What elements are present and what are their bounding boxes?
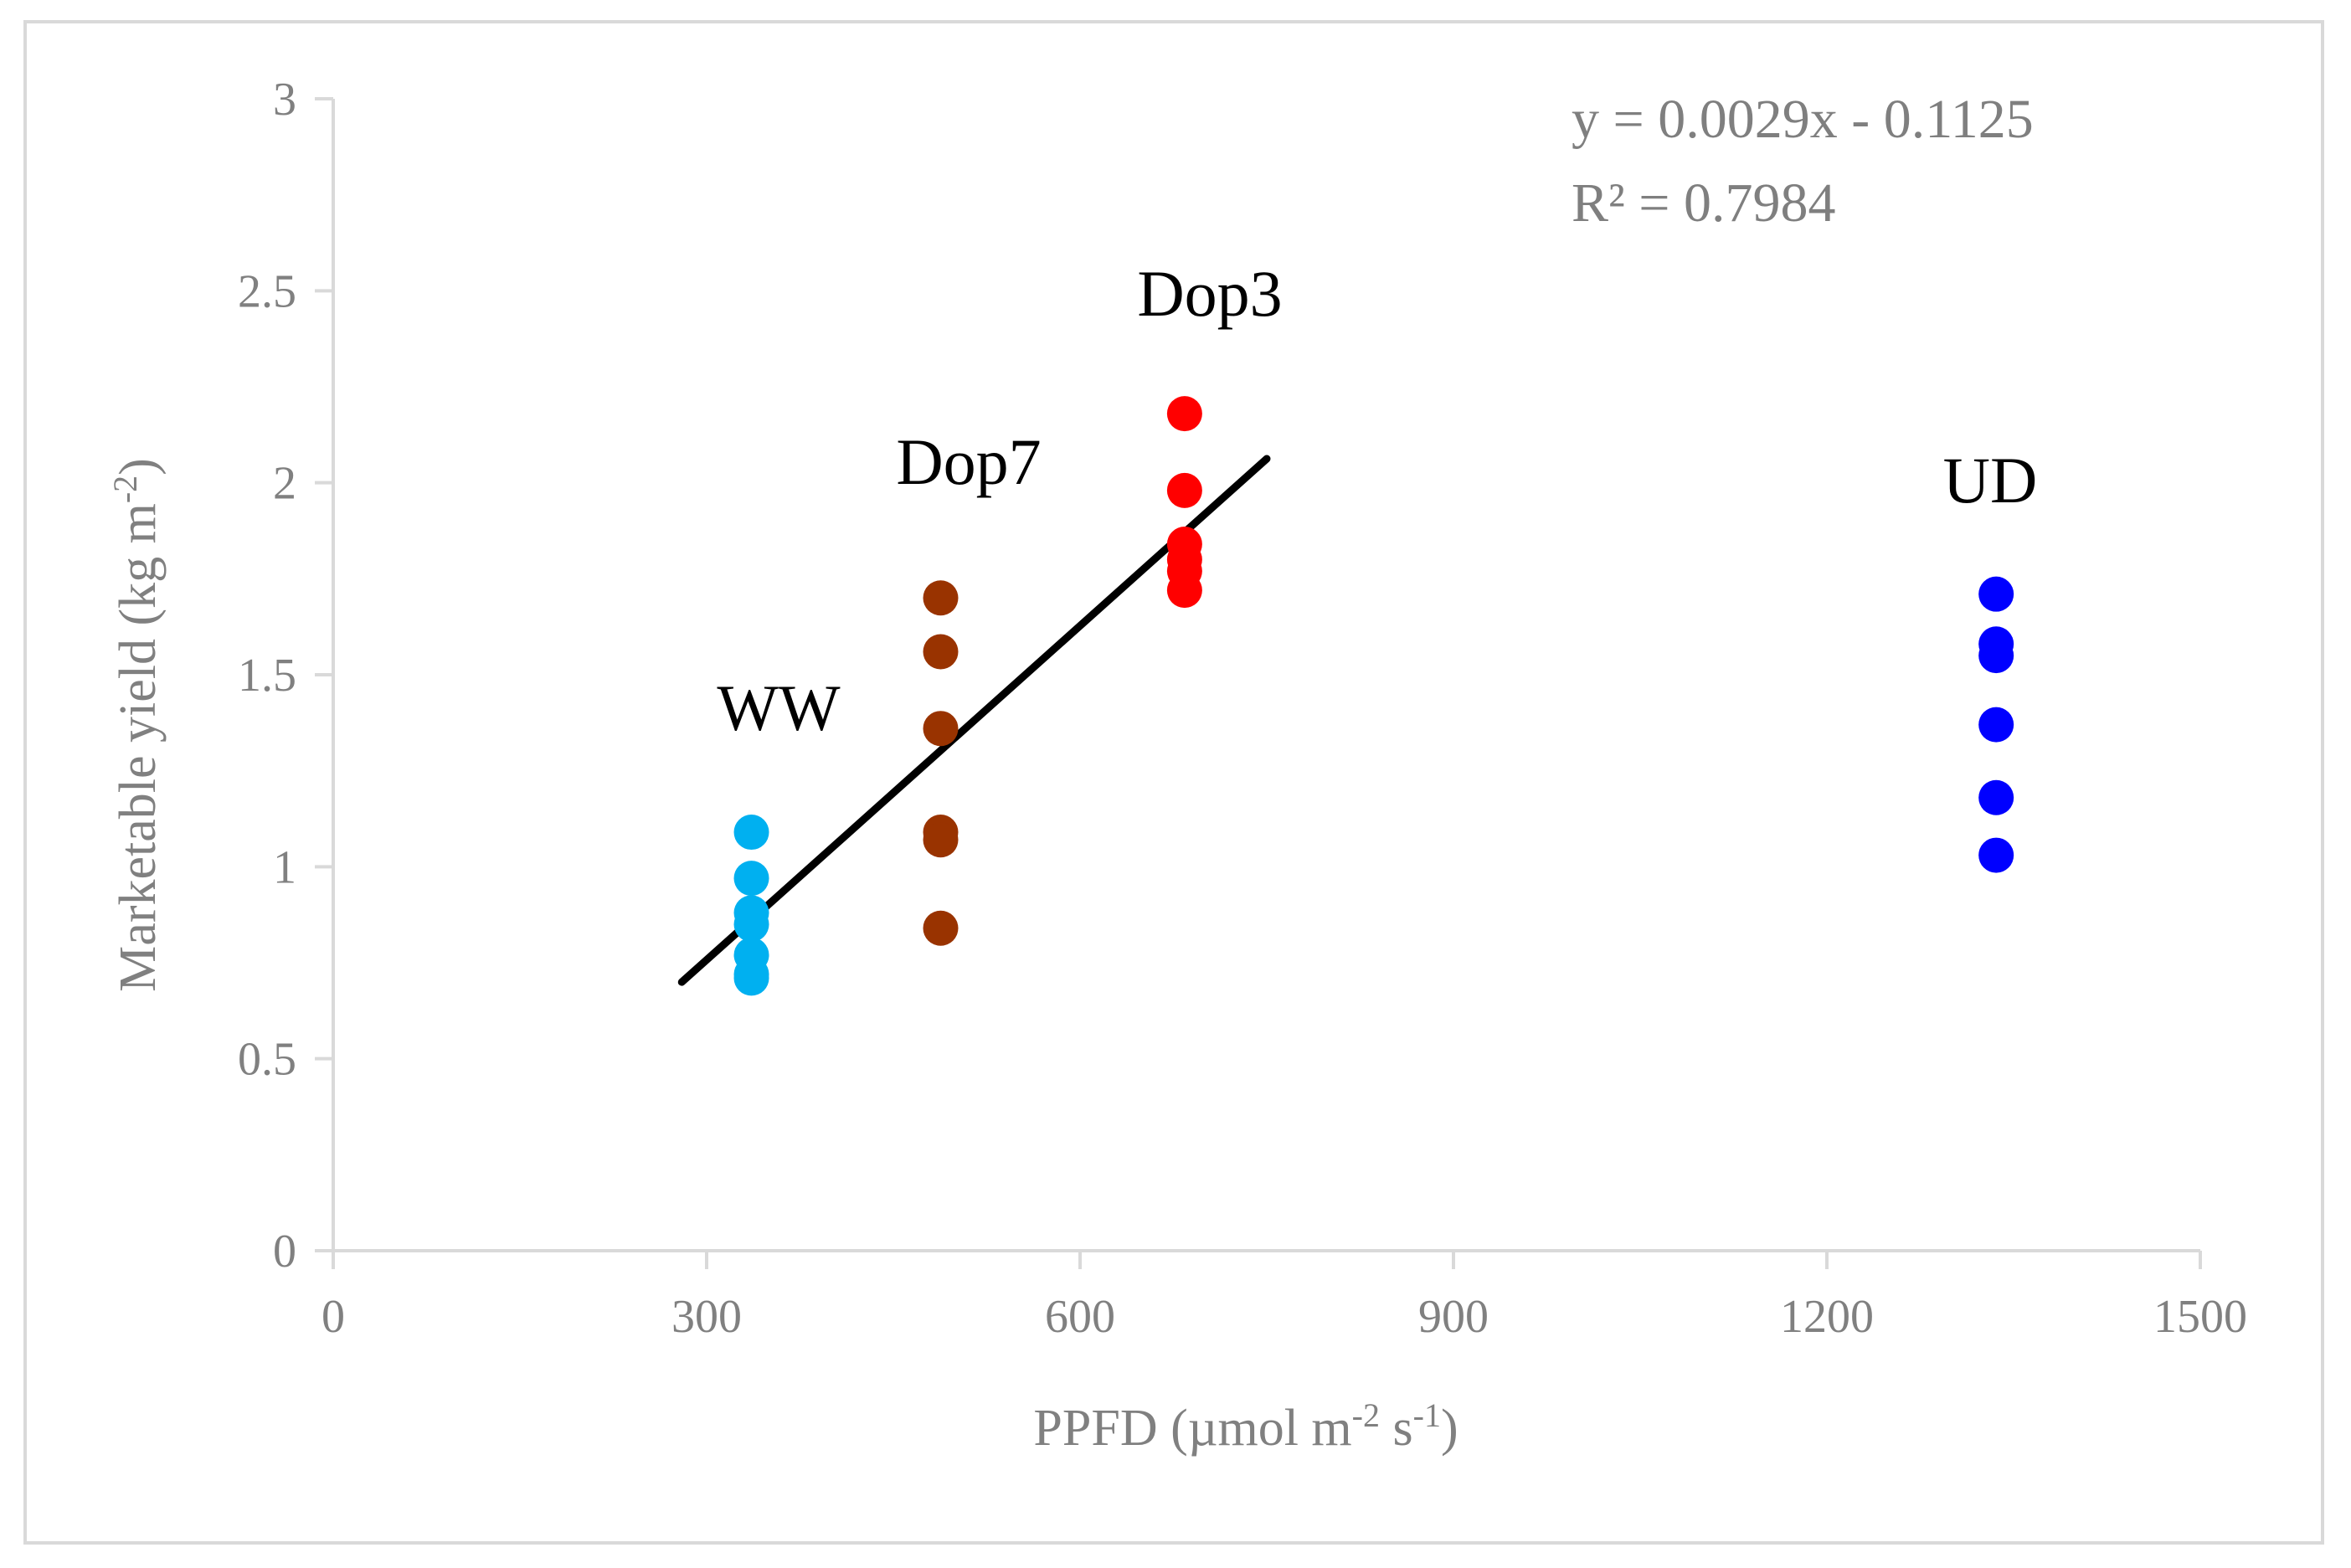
- y-tick-label: 2.5: [238, 265, 296, 317]
- point-dop3: [1166, 396, 1202, 432]
- group-label-dop7: Dop7: [896, 425, 1041, 498]
- point-dop3: [1166, 573, 1202, 609]
- y-tick-label: 3: [273, 74, 296, 126]
- x-tick-label: 0: [322, 1291, 345, 1343]
- y-tick-label: 1.5: [238, 650, 296, 702]
- x-ticks: 0 300 600 900 1200 1500: [322, 1251, 2247, 1343]
- x-axis-title: PPFD (µmol m-2 s-1): [1033, 1396, 1458, 1457]
- group-label-ww: WW: [717, 671, 841, 744]
- y-axis-title-main: Marketable yield (kg m: [110, 503, 167, 992]
- y-ticks: 0 0.5 1 1.5 2 2.5 3: [238, 74, 333, 1278]
- point-ww: [733, 815, 769, 851]
- y-axis-title-end: ): [110, 458, 167, 476]
- y-tick-label: 0.5: [238, 1034, 296, 1086]
- point-ud: [1978, 707, 2014, 743]
- group-label-dop3: Dop3: [1137, 257, 1282, 330]
- trendline-equation: y = 0.0029x - 0.1125: [1572, 89, 2034, 150]
- point-dop7: [923, 822, 959, 858]
- point-ud: [1978, 638, 2014, 674]
- point-ww: [733, 907, 769, 943]
- y-axis-title: Marketable yield (kg m-2): [106, 458, 167, 992]
- x-axis-title-mid: s: [1380, 1400, 1413, 1457]
- x-tick-label: 1200: [1780, 1291, 1874, 1343]
- point-dop7: [923, 910, 959, 946]
- x-axis-title-sup2: -1: [1413, 1396, 1441, 1434]
- data-points: [733, 396, 2014, 996]
- x-tick-label: 1500: [2153, 1291, 2247, 1343]
- group-label-ud: UD: [1943, 444, 2038, 517]
- point-ww: [733, 861, 769, 897]
- point-ud: [1978, 837, 2014, 873]
- x-axis-title-sup1: -2: [1352, 1396, 1380, 1434]
- x-axis-title-main: PPFD (µmol m: [1033, 1400, 1351, 1457]
- y-axis-title-sup: -2: [106, 476, 144, 503]
- trendline-r-squared: R² = 0.7984: [1572, 172, 1836, 234]
- x-tick-label: 900: [1418, 1291, 1489, 1343]
- y-tick-label: 2: [273, 458, 296, 510]
- chart-frame: [23, 20, 2324, 1545]
- point-dop7: [923, 634, 959, 670]
- y-tick-label: 0: [273, 1226, 296, 1278]
- point-dop3: [1166, 472, 1202, 508]
- point-ud: [1978, 779, 2014, 815]
- point-dop7: [923, 711, 959, 747]
- point-dop7: [923, 580, 959, 616]
- x-tick-label: 300: [671, 1291, 742, 1343]
- point-ww: [733, 960, 769, 996]
- x-tick-label: 600: [1045, 1291, 1115, 1343]
- y-tick-label: 1: [273, 841, 296, 893]
- point-ud: [1978, 576, 2014, 612]
- x-axis-title-end: ): [1441, 1400, 1458, 1457]
